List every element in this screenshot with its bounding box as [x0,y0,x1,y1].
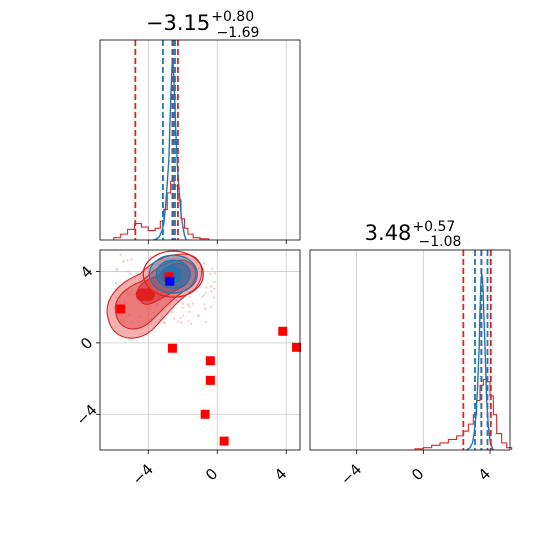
hist-param1-frame [99,39,301,241]
density-dot [200,295,204,298]
density-dot [191,302,194,305]
red-marker-2 [205,356,215,366]
density-dot [203,303,206,306]
p2-x-tick-label-0: −4 [129,460,157,488]
density-dot [114,281,117,284]
density-dot [213,287,216,290]
density-dot [127,270,130,273]
density-dot [210,290,213,293]
density-dot [176,320,180,323]
red-marker-1 [167,343,177,353]
density-dot [182,314,185,317]
density-dot [190,322,193,325]
density-dot [172,317,176,320]
density-dot [205,286,208,289]
density-dot [186,303,190,306]
p2-x-tick-label-1: 0 [202,465,221,484]
title-param1-sub: −1.69 [217,25,260,41]
red-density-point-1 [141,288,155,302]
density-dot [126,259,129,262]
density-dot [211,267,214,270]
density-dot [205,291,208,294]
p3-x-tick-label-2: 4 [475,465,494,484]
density-dot [180,321,183,324]
density-dot [212,296,216,299]
hist1-red-steps [113,180,210,240]
p3-x-tick-label-0: −4 [337,460,365,488]
density-dot [203,261,206,265]
red-marker-7 [292,342,302,352]
red-marker-3 [205,375,215,385]
density-dot [188,295,191,299]
title-param2-main: 3.48 [365,221,412,245]
title-param2: 3.48+0.57 [365,219,456,245]
red-marker-0 [116,304,126,314]
scatter-frame [99,249,301,451]
density-dot [213,272,217,275]
hist1-blue-curve [153,57,187,241]
density-dot [119,253,122,256]
title-param1-main: −3.15 [146,11,210,35]
hist-param1-panel [99,39,301,244]
density-dot [149,255,152,258]
density-dot [116,267,119,270]
density-dot [213,280,216,284]
density-dot [188,305,191,308]
density-dot [115,269,118,272]
title-param2-sub: −1.08 [419,234,462,250]
density-dot [204,307,207,310]
red-marker-5 [219,436,229,446]
density-dot [209,272,212,275]
density-dot [202,294,206,297]
hist-param2-panel: −4 0 4 [309,249,513,489]
hist2-blue-curve [466,273,494,451]
p2-y-tick-label-0: −4 [73,401,101,429]
density-dot [187,320,190,323]
p2-y-tick-label-1: 0 [77,334,96,353]
red-contour-ring [142,250,204,298]
p2-y-tick-label-2: 4 [77,262,96,281]
title-param1: −3.15+0.80 [146,9,254,35]
density-dot [130,258,133,261]
density-dot [163,321,166,324]
density-dot [209,306,213,309]
scatter-panel: −4 0 4 −4 0 4 [73,249,302,489]
red-marker-6 [278,326,288,336]
density-dot [129,272,133,275]
blue-marker [165,276,175,286]
density-dot [122,259,125,262]
p3-x-tick-label-1: 0 [408,465,427,484]
density-dot [181,306,184,309]
density-dot [179,316,182,319]
density-dot [171,311,174,314]
density-dot [197,315,200,318]
density-dot [188,310,191,313]
density-dot [209,285,212,288]
red-marker-4 [200,409,210,419]
title-param1-sup: +0.80 [211,9,254,25]
density-dot [181,302,184,305]
p2-x-tick-label-2: 4 [271,465,290,484]
density-dot [204,320,207,324]
hist-param2-frame [309,249,511,451]
title-param2-sup: +0.57 [412,219,455,235]
